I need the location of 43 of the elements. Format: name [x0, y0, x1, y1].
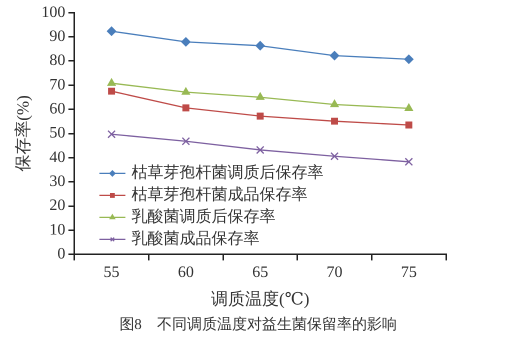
legend-label: 枯草芽孢杆菌调质后保存率 — [131, 164, 324, 182]
caption: 图8 不同调质温度对益生菌保留率的影响 — [119, 316, 397, 333]
point — [182, 137, 190, 146]
point — [106, 26, 116, 36]
point — [331, 118, 338, 125]
y-tick-label: 60 — [49, 100, 66, 118]
point — [108, 88, 116, 95]
point — [330, 152, 339, 160]
point — [181, 37, 191, 47]
y-tick-label: 50 — [49, 124, 66, 142]
point — [256, 146, 264, 154]
point — [404, 104, 413, 112]
y-tick-label: 90 — [49, 28, 66, 45]
legend-label: 乳酸菌调质后保存率 — [131, 208, 276, 226]
y-tick-label: 70 — [49, 76, 66, 94]
y-tick-label: 40 — [49, 148, 66, 166]
point — [107, 78, 116, 86]
point — [182, 104, 190, 112]
point — [256, 41, 265, 50]
point — [330, 100, 339, 108]
y-tick-label: 10 — [49, 221, 66, 238]
y-tick-label: 80 — [49, 52, 66, 70]
x-axis-title: 调质温度(℃) — [211, 289, 310, 308]
y-tick-label: 100 — [41, 4, 66, 21]
point — [405, 122, 412, 129]
y-tick-label: 30 — [49, 173, 66, 190]
legend-label: 枯草芽孢杆菌成品保存率 — [131, 186, 308, 204]
x-tick-label: 75 — [400, 264, 417, 282]
x-tick-label: 60 — [178, 264, 194, 282]
y-tick-label: 0 — [57, 246, 66, 263]
point — [256, 112, 264, 120]
point — [107, 130, 116, 138]
x-tick-label: 65 — [252, 264, 268, 282]
point — [404, 54, 414, 64]
x-tick-label: 55 — [104, 264, 120, 282]
point — [330, 50, 340, 60]
point — [256, 92, 264, 100]
point — [182, 88, 190, 95]
y-tick-label: 20 — [49, 197, 66, 214]
legend-label: 乳酸菌成品保存率 — [131, 230, 260, 248]
x-tick-label: 70 — [326, 264, 343, 282]
point — [404, 158, 414, 166]
y-axis-title: 保存率(%) — [14, 95, 33, 172]
